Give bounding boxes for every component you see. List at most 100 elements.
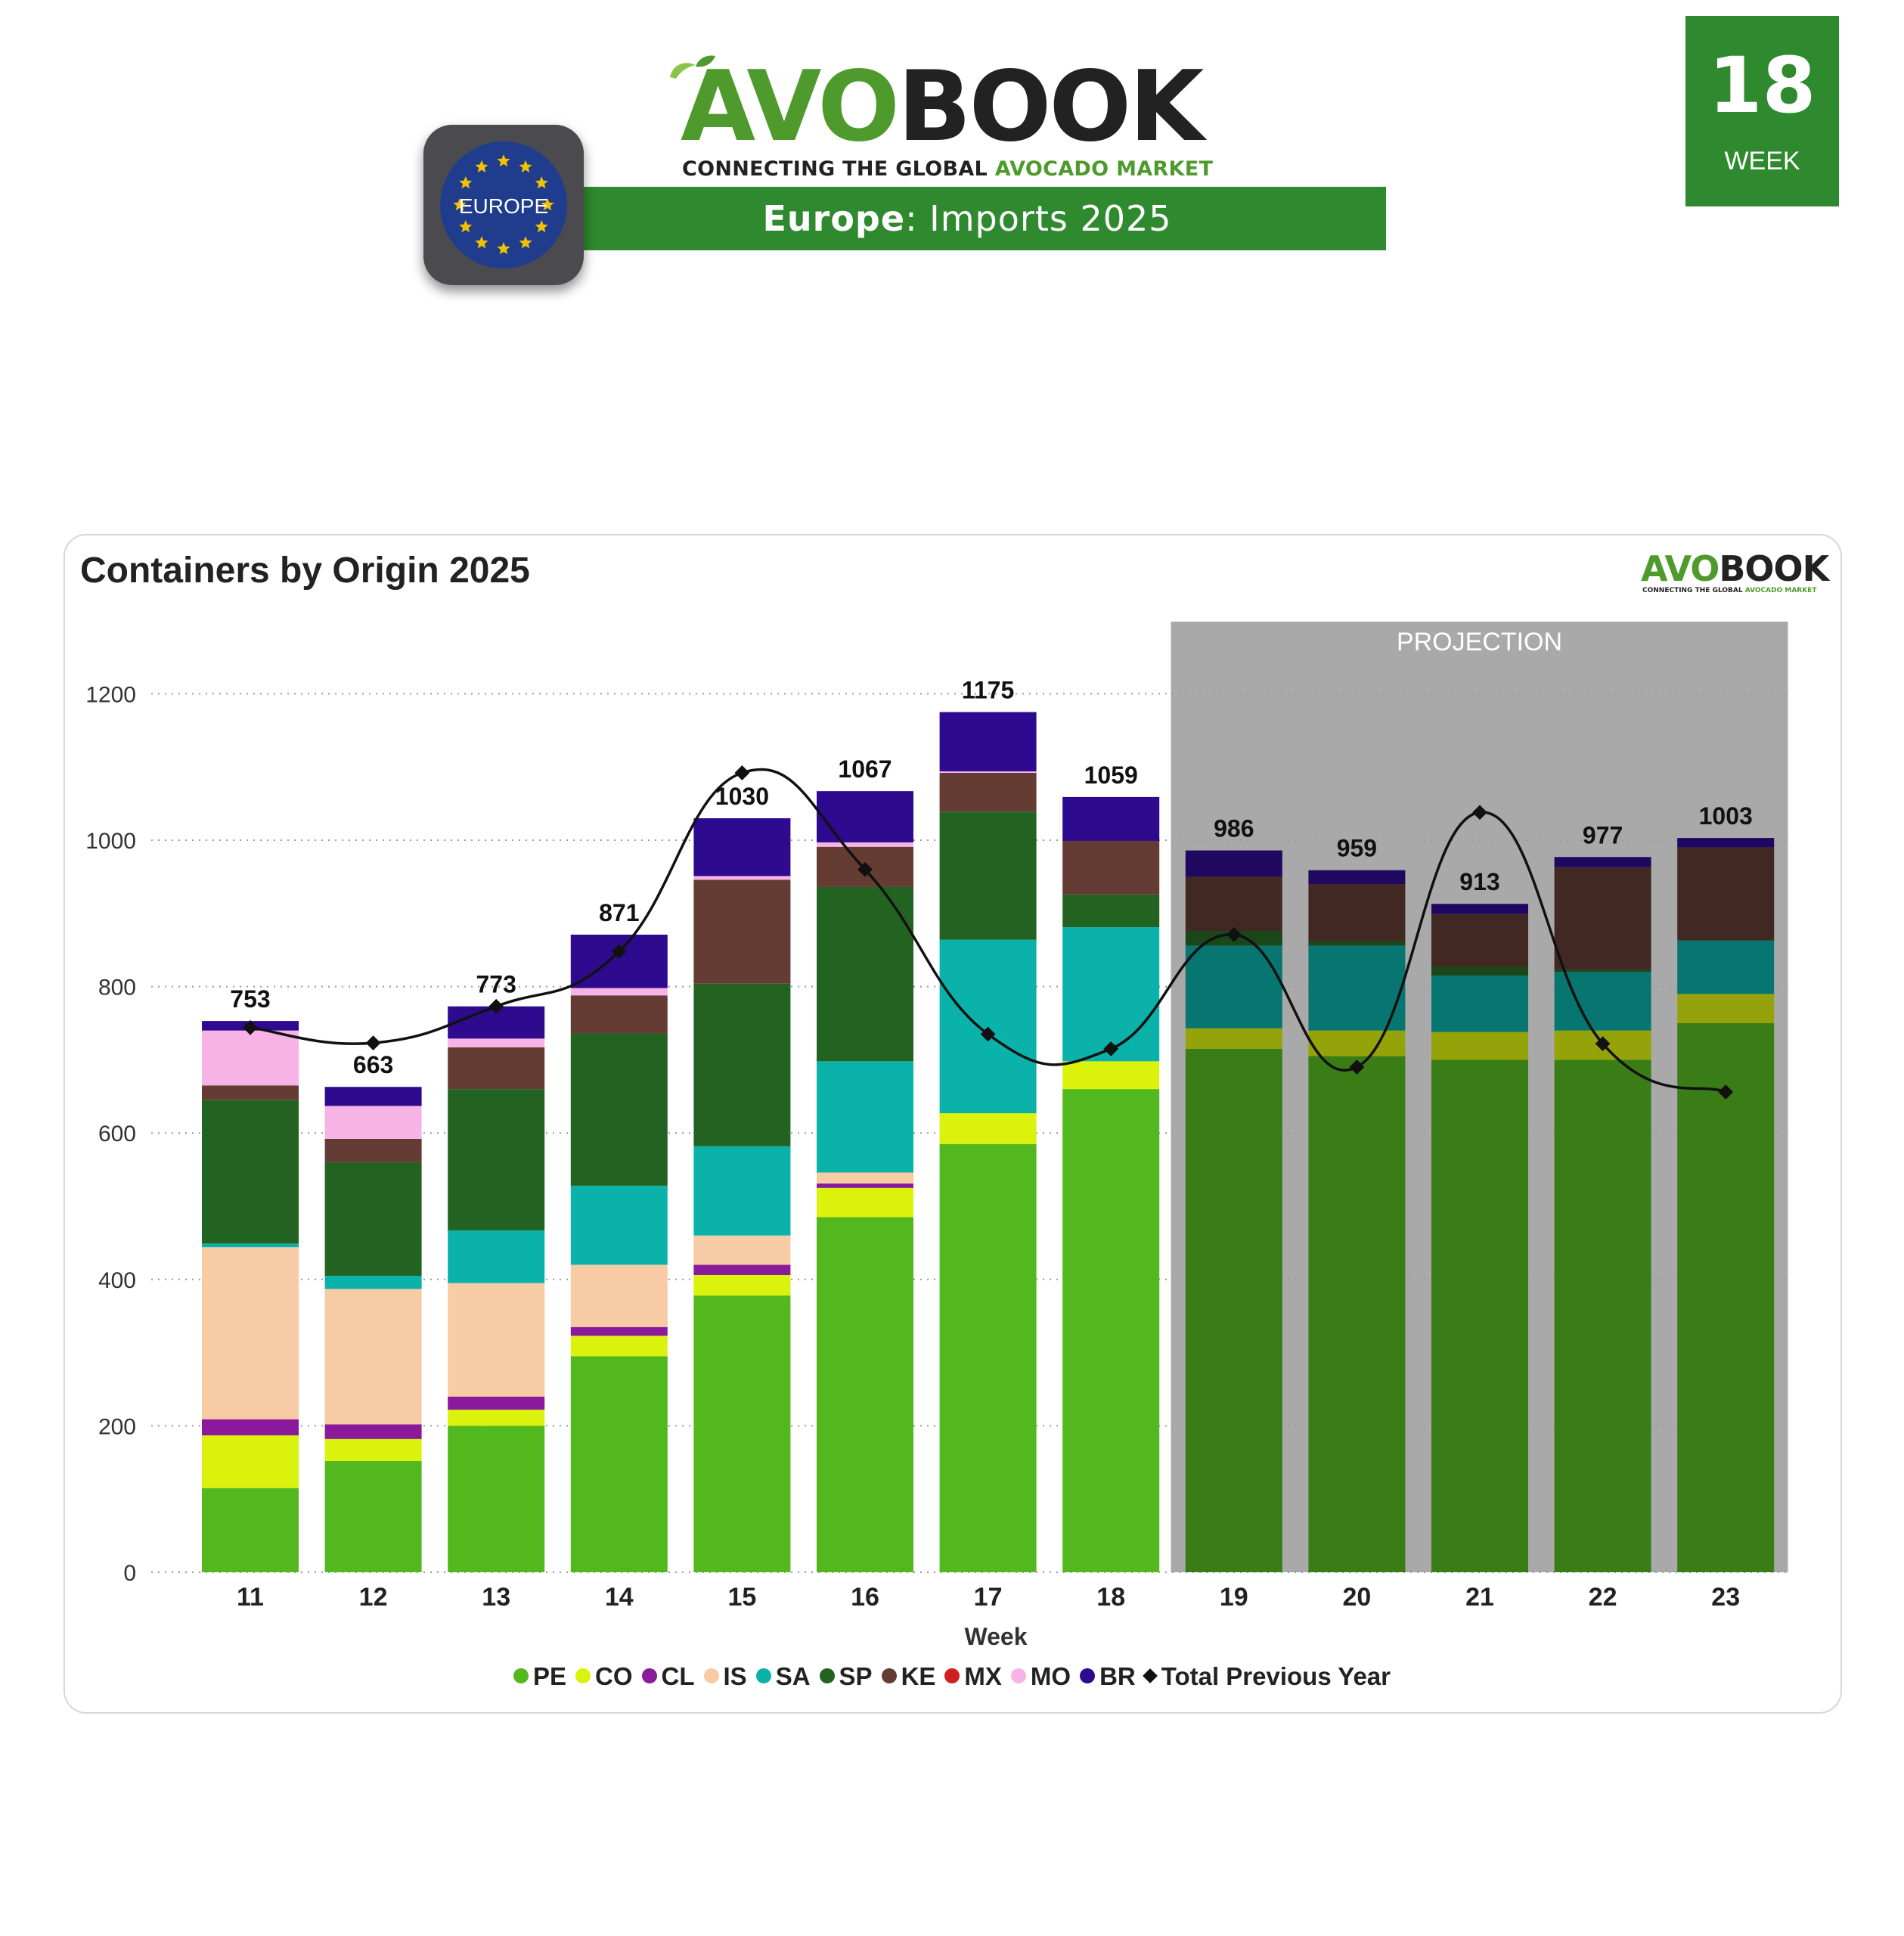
bar-segment-ke — [693, 880, 791, 984]
mini-brand-wordmark: AVOBOOK — [1641, 548, 1829, 589]
bar-segment-ke — [324, 1138, 422, 1162]
bar-segment-cl — [202, 1419, 299, 1435]
bar-segment-pe — [570, 1356, 668, 1572]
eu-star-icon — [459, 176, 473, 189]
previous-year-point — [980, 1026, 996, 1042]
bar-segment-sa — [1062, 927, 1160, 1062]
bar-segment-ke — [1677, 847, 1775, 941]
x-tick-label: 14 — [605, 1583, 634, 1612]
bar-total-label: 977 — [1583, 821, 1623, 849]
eu-star-icon — [475, 160, 488, 173]
bar-segment-ke — [202, 1085, 299, 1100]
bar-segment-pe — [1062, 1089, 1160, 1572]
bar-segment-ke — [1185, 876, 1282, 932]
bar-segment-pe — [448, 1426, 545, 1572]
region-badge-label: EUROPE — [459, 194, 548, 218]
bar-segment-co — [1431, 1032, 1528, 1060]
bar-segment-ke — [570, 995, 668, 1034]
legend-item-sp: SP — [819, 1662, 873, 1691]
bar-segment-mo — [202, 1030, 299, 1086]
legend-diamond-icon — [1142, 1668, 1158, 1684]
week-number: 18 — [1708, 41, 1816, 131]
bar-segment-br — [817, 791, 913, 842]
legend-swatch — [944, 1668, 960, 1684]
legend-swatch — [641, 1668, 657, 1684]
brand-wordmark: AVOBOOK — [681, 51, 1204, 163]
bar-segment-sp — [817, 886, 913, 1062]
bar-segment-is — [202, 1247, 299, 1419]
legend-swatch — [703, 1668, 719, 1684]
previous-year-point — [365, 1035, 381, 1051]
bar-segment-br — [324, 1087, 422, 1106]
bar-segment-is — [570, 1264, 668, 1327]
legend-swatch — [575, 1668, 591, 1684]
bar-total-label: 913 — [1459, 868, 1499, 895]
bar-total-label: 1067 — [838, 755, 892, 783]
x-tick-label: 11 — [237, 1583, 264, 1612]
previous-year-point — [1472, 805, 1487, 821]
previous-year-point — [611, 944, 627, 960]
leaf-icon — [670, 55, 715, 79]
previous-year-point — [488, 998, 504, 1014]
avobook-logo: AVOBOOK CONNECTING THE GLOBAL AVOCADO MA… — [665, 47, 1225, 191]
legend-label: IS — [723, 1662, 747, 1690]
chart-legend: PE CO CL IS SA SP KE MX MO BR Total Previous Year — [0, 1662, 1904, 1691]
bar-segment-sa — [1677, 940, 1775, 994]
bar-total-label: 1030 — [715, 783, 769, 810]
previous-year-point — [1349, 1060, 1365, 1075]
bar-segment-cl — [817, 1183, 913, 1188]
legend-item-previous-year: Total Previous Year — [1142, 1662, 1391, 1691]
x-tick-label: 20 — [1342, 1583, 1371, 1612]
legend-item-sa: SA — [755, 1662, 811, 1691]
legend-label: MX — [964, 1662, 1002, 1690]
previous-year-point — [857, 861, 873, 877]
bar-segment-mo — [324, 1106, 422, 1139]
y-tick-label: 1000 — [85, 829, 136, 854]
bar-segment-cl — [324, 1424, 422, 1439]
legend-swatch — [755, 1668, 771, 1684]
bar-segment-pe — [939, 1143, 1037, 1572]
bar-total-label: 1175 — [962, 677, 1014, 704]
y-tick-label: 600 — [98, 1122, 136, 1146]
y-tick-label: 200 — [98, 1414, 136, 1439]
legend-swatch — [1010, 1668, 1026, 1684]
legend-label: BR — [1099, 1662, 1136, 1690]
legend-swatch — [513, 1668, 529, 1684]
bar-segment-co — [1062, 1061, 1160, 1090]
bar-segment-sp — [1308, 941, 1406, 946]
legend-item-mo: MO — [1010, 1662, 1071, 1691]
bar-total-label: 1003 — [1699, 802, 1753, 830]
x-axis-title: Week — [964, 1623, 1027, 1650]
eu-star-icon — [453, 198, 467, 211]
bar-segment-co — [448, 1410, 545, 1426]
eu-star-icon — [519, 160, 532, 173]
bar-total-label: 986 — [1214, 815, 1254, 842]
bar-segment-co — [1185, 1028, 1282, 1049]
bar-segment-br — [570, 934, 668, 988]
eu-star-icon — [541, 198, 554, 211]
bar-total-label: 1059 — [1084, 762, 1138, 789]
bar-segment-pe — [1185, 1048, 1282, 1572]
bar-segment-co — [570, 1336, 668, 1357]
projection-label: PROJECTION — [1397, 628, 1562, 656]
x-tick-label: 23 — [1711, 1583, 1740, 1612]
chart-title: Containers by Origin 2025 — [80, 551, 530, 591]
bar-segment-mo — [817, 842, 913, 847]
bar-segment-co — [1308, 1030, 1406, 1056]
bar-segment-br — [1185, 850, 1282, 877]
eu-star-icon — [497, 154, 510, 167]
bar-segment-sa — [817, 1061, 913, 1173]
bar-segment-sp — [324, 1162, 422, 1276]
x-tick-label: 18 — [1096, 1583, 1125, 1612]
brand-tagline: CONNECTING THE GLOBAL AVOCADO MARKET — [682, 157, 1214, 181]
bar-segment-co — [939, 1113, 1037, 1144]
legend-item-pe: PE — [513, 1662, 566, 1691]
bar-segment-ke — [1308, 884, 1406, 942]
bar-segment-mo — [693, 876, 791, 880]
bar-segment-sp — [448, 1089, 545, 1230]
bar-segment-cl — [448, 1396, 545, 1410]
x-tick-label: 13 — [482, 1583, 510, 1612]
europe-flag-badge: EUROPE — [423, 125, 584, 285]
legend-label: KE — [901, 1662, 936, 1690]
